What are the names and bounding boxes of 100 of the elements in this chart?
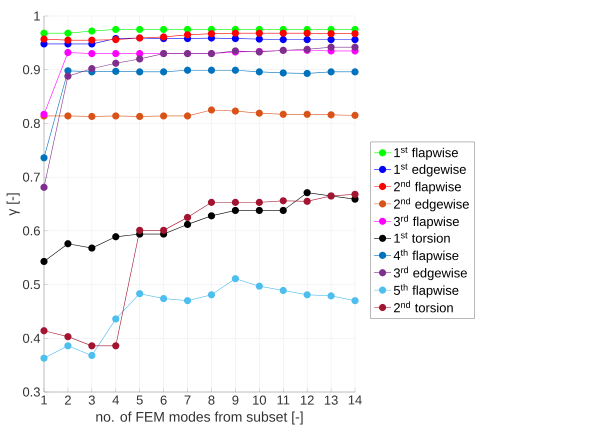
point	[208, 30, 216, 38]
point	[256, 68, 263, 76]
legend-label: 2$^{nd}$ torsion	[394, 301, 453, 312]
x-tick-label: 5	[136, 396, 143, 405]
point	[112, 112, 120, 120]
point	[136, 290, 144, 298]
point	[327, 44, 335, 51]
point	[208, 212, 216, 220]
point	[64, 342, 72, 350]
point	[88, 352, 96, 360]
point	[256, 110, 263, 117]
point	[232, 206, 239, 214]
point	[208, 198, 216, 206]
point	[208, 291, 216, 298]
y-tick-label: 0.8	[22, 118, 40, 128]
point	[327, 36, 335, 44]
point	[88, 112, 96, 120]
point	[256, 36, 263, 43]
point	[208, 106, 216, 114]
y-tick-label: 0.7	[22, 172, 40, 182]
x-tick-label: 11	[277, 396, 290, 404]
point	[280, 36, 287, 44]
point	[88, 50, 96, 58]
point	[64, 72, 72, 80]
legend-label: 1$^{st}$ torsion	[394, 232, 450, 243]
legend-label: 4$^{th}$ flapwise	[394, 249, 458, 263]
point	[327, 292, 335, 300]
point	[351, 190, 359, 198]
point	[208, 66, 216, 74]
y-tick-label: 0.4	[22, 334, 40, 343]
point	[40, 354, 48, 362]
point	[184, 214, 192, 222]
point	[160, 226, 168, 234]
point	[88, 342, 96, 350]
point	[88, 244, 96, 252]
point	[64, 112, 72, 120]
point	[64, 48, 72, 56]
x-tick-label: 14	[348, 396, 362, 404]
point	[232, 66, 239, 74]
legend-label: 3$^{rd}$ flapwise	[394, 215, 459, 229]
x-tick-label: 10	[253, 396, 266, 405]
point	[351, 36, 359, 44]
point	[88, 27, 96, 35]
point	[280, 69, 287, 77]
point	[304, 36, 311, 44]
x-tick-label: 2	[64, 396, 71, 405]
point	[136, 55, 144, 63]
y-tick-label: 0.9	[22, 65, 40, 74]
point	[160, 294, 168, 302]
x-tick-label: 9	[232, 396, 238, 405]
point	[280, 206, 287, 214]
legend-label: 2$^{nd}$ edgewise	[394, 198, 469, 212]
point	[280, 286, 287, 294]
x-tick-label: 1	[41, 396, 47, 404]
point	[40, 30, 48, 37]
point	[232, 107, 239, 115]
legend-label: 2$^{nd}$ flapwise	[394, 180, 461, 194]
point	[304, 189, 311, 196]
point	[327, 111, 335, 118]
x-tick-label: 6	[160, 396, 167, 405]
point	[184, 112, 192, 120]
point	[351, 112, 359, 119]
point	[327, 30, 335, 38]
point	[136, 26, 144, 34]
point	[136, 68, 144, 76]
point	[112, 233, 120, 240]
point	[40, 327, 48, 334]
point	[256, 206, 263, 214]
point	[351, 30, 359, 38]
point	[112, 342, 120, 350]
x-tick-label: 3	[88, 396, 95, 405]
y-tick-label: 0.3	[22, 387, 40, 397]
point	[64, 240, 72, 248]
point	[351, 44, 359, 51]
point	[40, 154, 48, 162]
point	[64, 30, 72, 37]
legend-label: 1$^{st}$ flapwise	[394, 146, 458, 160]
x-tick-label: 8	[208, 396, 215, 405]
point	[184, 220, 192, 228]
point	[256, 282, 263, 290]
point	[136, 226, 144, 234]
point	[304, 110, 311, 118]
point	[64, 333, 72, 340]
point	[112, 68, 120, 75]
point	[184, 297, 192, 304]
point	[327, 68, 335, 76]
point	[160, 26, 168, 34]
point	[280, 30, 287, 37]
point	[88, 36, 96, 44]
point	[40, 258, 48, 266]
point	[304, 198, 311, 205]
point	[160, 68, 168, 76]
x-tick-label: 4	[112, 396, 119, 404]
point	[232, 30, 239, 37]
point	[304, 291, 311, 298]
point	[256, 30, 263, 37]
x-tick-label: 12	[300, 396, 314, 405]
point	[280, 197, 287, 204]
point	[232, 198, 239, 206]
point	[160, 112, 168, 120]
